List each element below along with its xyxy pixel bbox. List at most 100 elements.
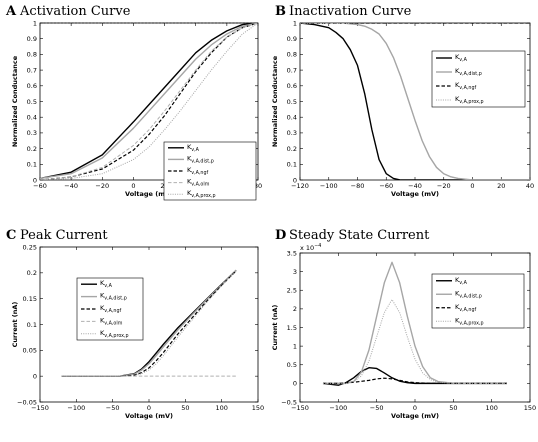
series-line-K_v,A,dist,p xyxy=(323,261,507,385)
x-tick-label: −50 xyxy=(370,404,384,412)
y-tick-label: 0 xyxy=(293,380,297,388)
y-tick-label: 0.6 xyxy=(287,82,297,90)
panel-D: D Steady State Current −150 −100 −50 0 50 100 15… xyxy=(271,228,536,420)
y-tick-label: 0.1 xyxy=(27,321,37,329)
plot-area xyxy=(39,246,259,403)
x-tick-label: 0 xyxy=(470,182,474,190)
legend-entry: Kv,A,prox,p xyxy=(187,189,216,199)
legend-entry: Kv,A,prox,p xyxy=(455,316,484,326)
chart-title: Steady State Current xyxy=(289,228,430,243)
x-tick-label: 20 xyxy=(497,182,505,190)
legend-entry: Kv,A,olm xyxy=(187,178,210,188)
x-tick-label: 40 xyxy=(526,182,534,190)
y-axis-label: Current (nA) xyxy=(11,302,19,348)
legend-entry: Kv,A xyxy=(455,53,468,63)
y-tick-label: 1.5 xyxy=(287,324,297,332)
y-tick-label: 0.25 xyxy=(23,243,37,251)
y-tick-label: 0.4 xyxy=(27,114,37,122)
y-tick-label: 3 xyxy=(293,268,297,276)
legend-entry: Kv,A xyxy=(455,276,468,286)
x-tick-label: 50 xyxy=(449,404,457,412)
y-tick-label: 0.15 xyxy=(23,295,37,303)
x-axis-label: Voltage (mV) xyxy=(391,190,439,198)
y-tick-label: 0.1 xyxy=(27,161,37,169)
legend-entry: Kv,A,ngf xyxy=(100,304,122,314)
legend-entry: Kv,A,ngf xyxy=(455,81,477,91)
legend-entry: Kv,A,olm xyxy=(100,316,123,326)
x-tick-label: 0 xyxy=(131,182,135,190)
legend-entry: Kv,A,dist,p xyxy=(455,289,482,299)
chart-title: Peak Current xyxy=(20,228,108,243)
series-line-K_v,A,olm xyxy=(40,23,258,180)
panel-letter: B xyxy=(275,4,286,19)
series-line-K_v,A,ngf xyxy=(61,270,237,377)
panel-B: B Inactivation Curve −120 −100 −80 −60 −40 −20 0… xyxy=(271,4,534,198)
y-tick-label: 0 xyxy=(33,372,37,380)
x-tick-label: −60 xyxy=(33,182,47,190)
legend-entry: Kv,A,dist,p xyxy=(187,154,214,164)
x-tick-label: −20 xyxy=(95,182,109,190)
y-tick-label: 0.3 xyxy=(287,129,297,137)
x-axis-label: Voltage (mV) xyxy=(125,412,173,420)
y-tick-label: 0.4 xyxy=(287,114,297,122)
y-tick-label: 0.2 xyxy=(287,145,297,153)
y-tick-label: −0.5 xyxy=(281,398,297,406)
x-tick-label: 80 xyxy=(254,182,262,190)
x-tick-label: −60 xyxy=(379,182,393,190)
x-tick-label: 0 xyxy=(413,404,417,412)
legend-box xyxy=(163,141,257,201)
legend-entry: Kv,A xyxy=(187,143,200,153)
x-tick-label: 100 xyxy=(215,404,227,412)
legend-entry: Kv,A,prox,p xyxy=(455,95,484,105)
legend-entry: Kv,A,ngf xyxy=(455,303,477,313)
x-tick-label: 150 xyxy=(252,404,264,412)
x-tick-label: 100 xyxy=(485,404,497,412)
y-tick-label: 2.5 xyxy=(287,287,297,295)
x-tick-label: −100 xyxy=(320,182,338,190)
legend-entry: Kv,A,dist,p xyxy=(100,292,127,302)
series-line-K_v,A xyxy=(40,23,258,180)
y-tick-label: 2 xyxy=(293,305,297,313)
y-tick-label: 3.5 xyxy=(287,249,297,257)
y-tick-label: 0.5 xyxy=(27,98,37,106)
panel-C: C Peak Current −150 −100 −50 0 50 100 150 −0.05 0 0… xyxy=(6,228,264,420)
y-tick-label: 0.2 xyxy=(27,145,37,153)
y-tick-label: 1 xyxy=(33,19,37,27)
x-tick-label: −100 xyxy=(67,404,85,412)
x-axis-label: Voltage (mV) xyxy=(391,412,439,420)
y-tick-label: 0.7 xyxy=(27,66,37,74)
y-tick-label: 0.2 xyxy=(27,269,37,277)
series-line-K_v,A,dist,p xyxy=(40,23,258,180)
legend-entry: Kv,A,prox,p xyxy=(100,329,129,339)
x-tick-label: −150 xyxy=(291,404,309,412)
x-tick-label: −40 xyxy=(64,182,78,190)
panel-letter: C xyxy=(6,228,16,243)
series-line-K_v,A,dist,p xyxy=(61,269,237,377)
x-axis-label: Voltage (mV) xyxy=(125,190,173,198)
y-tick-label: 1 xyxy=(293,19,297,27)
x-tick-label: 50 xyxy=(181,404,189,412)
legend-box xyxy=(431,50,526,108)
y-tick-label: 0.05 xyxy=(23,347,37,355)
chart-title: Activation Curve xyxy=(19,4,131,19)
panel-letter: D xyxy=(275,228,286,243)
y-tick-label: 0.5 xyxy=(287,98,297,106)
x-tick-label: −150 xyxy=(31,404,49,412)
y-tick-label: −0.05 xyxy=(17,398,37,406)
legend-entry: Kv,A,ngf xyxy=(187,166,209,176)
y-tick-label: 0.5 xyxy=(287,361,297,369)
series-line-K_v,A,prox,p xyxy=(300,23,530,180)
x-tick-label: 150 xyxy=(524,404,536,412)
y-tick-label: 0.7 xyxy=(287,66,297,74)
panel-letter: A xyxy=(5,4,17,19)
x-tick-label: −50 xyxy=(106,404,120,412)
y-tick-label: 0.3 xyxy=(27,129,37,137)
y-tick-label: 0.6 xyxy=(27,82,37,90)
y-tick-label: 0.8 xyxy=(287,51,297,59)
y-axis-label: Normalized Conductance xyxy=(11,55,19,147)
legend-box xyxy=(431,273,525,329)
y-tick-label: 0 xyxy=(293,176,297,184)
y-tick-label: 1 xyxy=(293,342,297,350)
